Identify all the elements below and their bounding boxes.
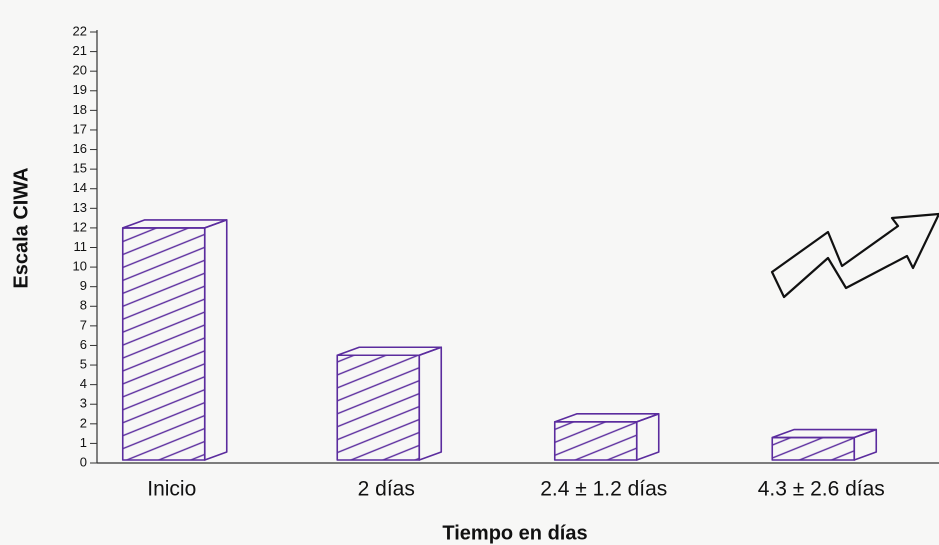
y-tick-label: 5: [80, 356, 87, 371]
y-tick-label: 21: [73, 43, 87, 58]
x-tick-label: 4.3 ± 2.6 días: [758, 478, 885, 501]
bar: [123, 220, 227, 460]
bar-front: [555, 422, 637, 460]
y-tick-label: 8: [80, 298, 87, 313]
y-tick-label: 17: [73, 121, 87, 136]
x-axis-title: Tiempo en días: [442, 522, 587, 544]
y-tick-label: 6: [80, 337, 87, 352]
y-tick-label: 10: [73, 259, 87, 274]
y-tick-label: 18: [73, 102, 87, 117]
y-tick-label: 16: [73, 141, 87, 156]
x-tick-label: 2 días: [358, 478, 415, 501]
bar: [337, 347, 441, 460]
y-axis-title: Escala CIWA: [10, 167, 32, 288]
y-tick-label: 9: [80, 278, 87, 293]
y-tick-label: 7: [80, 317, 87, 332]
y-tick-label: 1: [80, 435, 87, 450]
bar-top: [772, 430, 876, 438]
y-tick-label: 19: [73, 82, 87, 97]
bar: [772, 430, 876, 460]
bar-front: [123, 228, 205, 460]
y-tick-label: 2: [80, 415, 87, 430]
bar-top: [123, 220, 227, 228]
y-tick-label: 13: [73, 200, 87, 215]
chart: Escala CIWA Tiempo en días 0123456789101…: [0, 0, 939, 545]
y-tick-label: 15: [73, 161, 87, 176]
y-tick-label: 14: [73, 180, 87, 195]
y-tick-label: 3: [80, 396, 87, 411]
bar-top: [555, 414, 659, 422]
y-tick-label: 0: [80, 454, 87, 469]
bar-front: [337, 355, 419, 460]
x-tick-label: 2.4 ± 1.2 días: [540, 478, 667, 501]
decorative-arrow: [772, 214, 939, 297]
page: Escala CIWA Tiempo en días 0123456789101…: [0, 0, 939, 545]
y-tick-label: 12: [73, 219, 87, 234]
y-tick-label: 22: [73, 23, 87, 38]
y-tick-label: 4: [80, 376, 87, 391]
bar-side: [419, 347, 441, 460]
bar-side: [205, 220, 227, 460]
y-tick-label: 20: [73, 63, 87, 78]
bar-front: [772, 438, 854, 460]
bar-top: [337, 347, 441, 355]
x-tick-label: Inicio: [147, 478, 196, 501]
y-tick-label: 11: [74, 239, 88, 254]
bar: [555, 414, 659, 460]
